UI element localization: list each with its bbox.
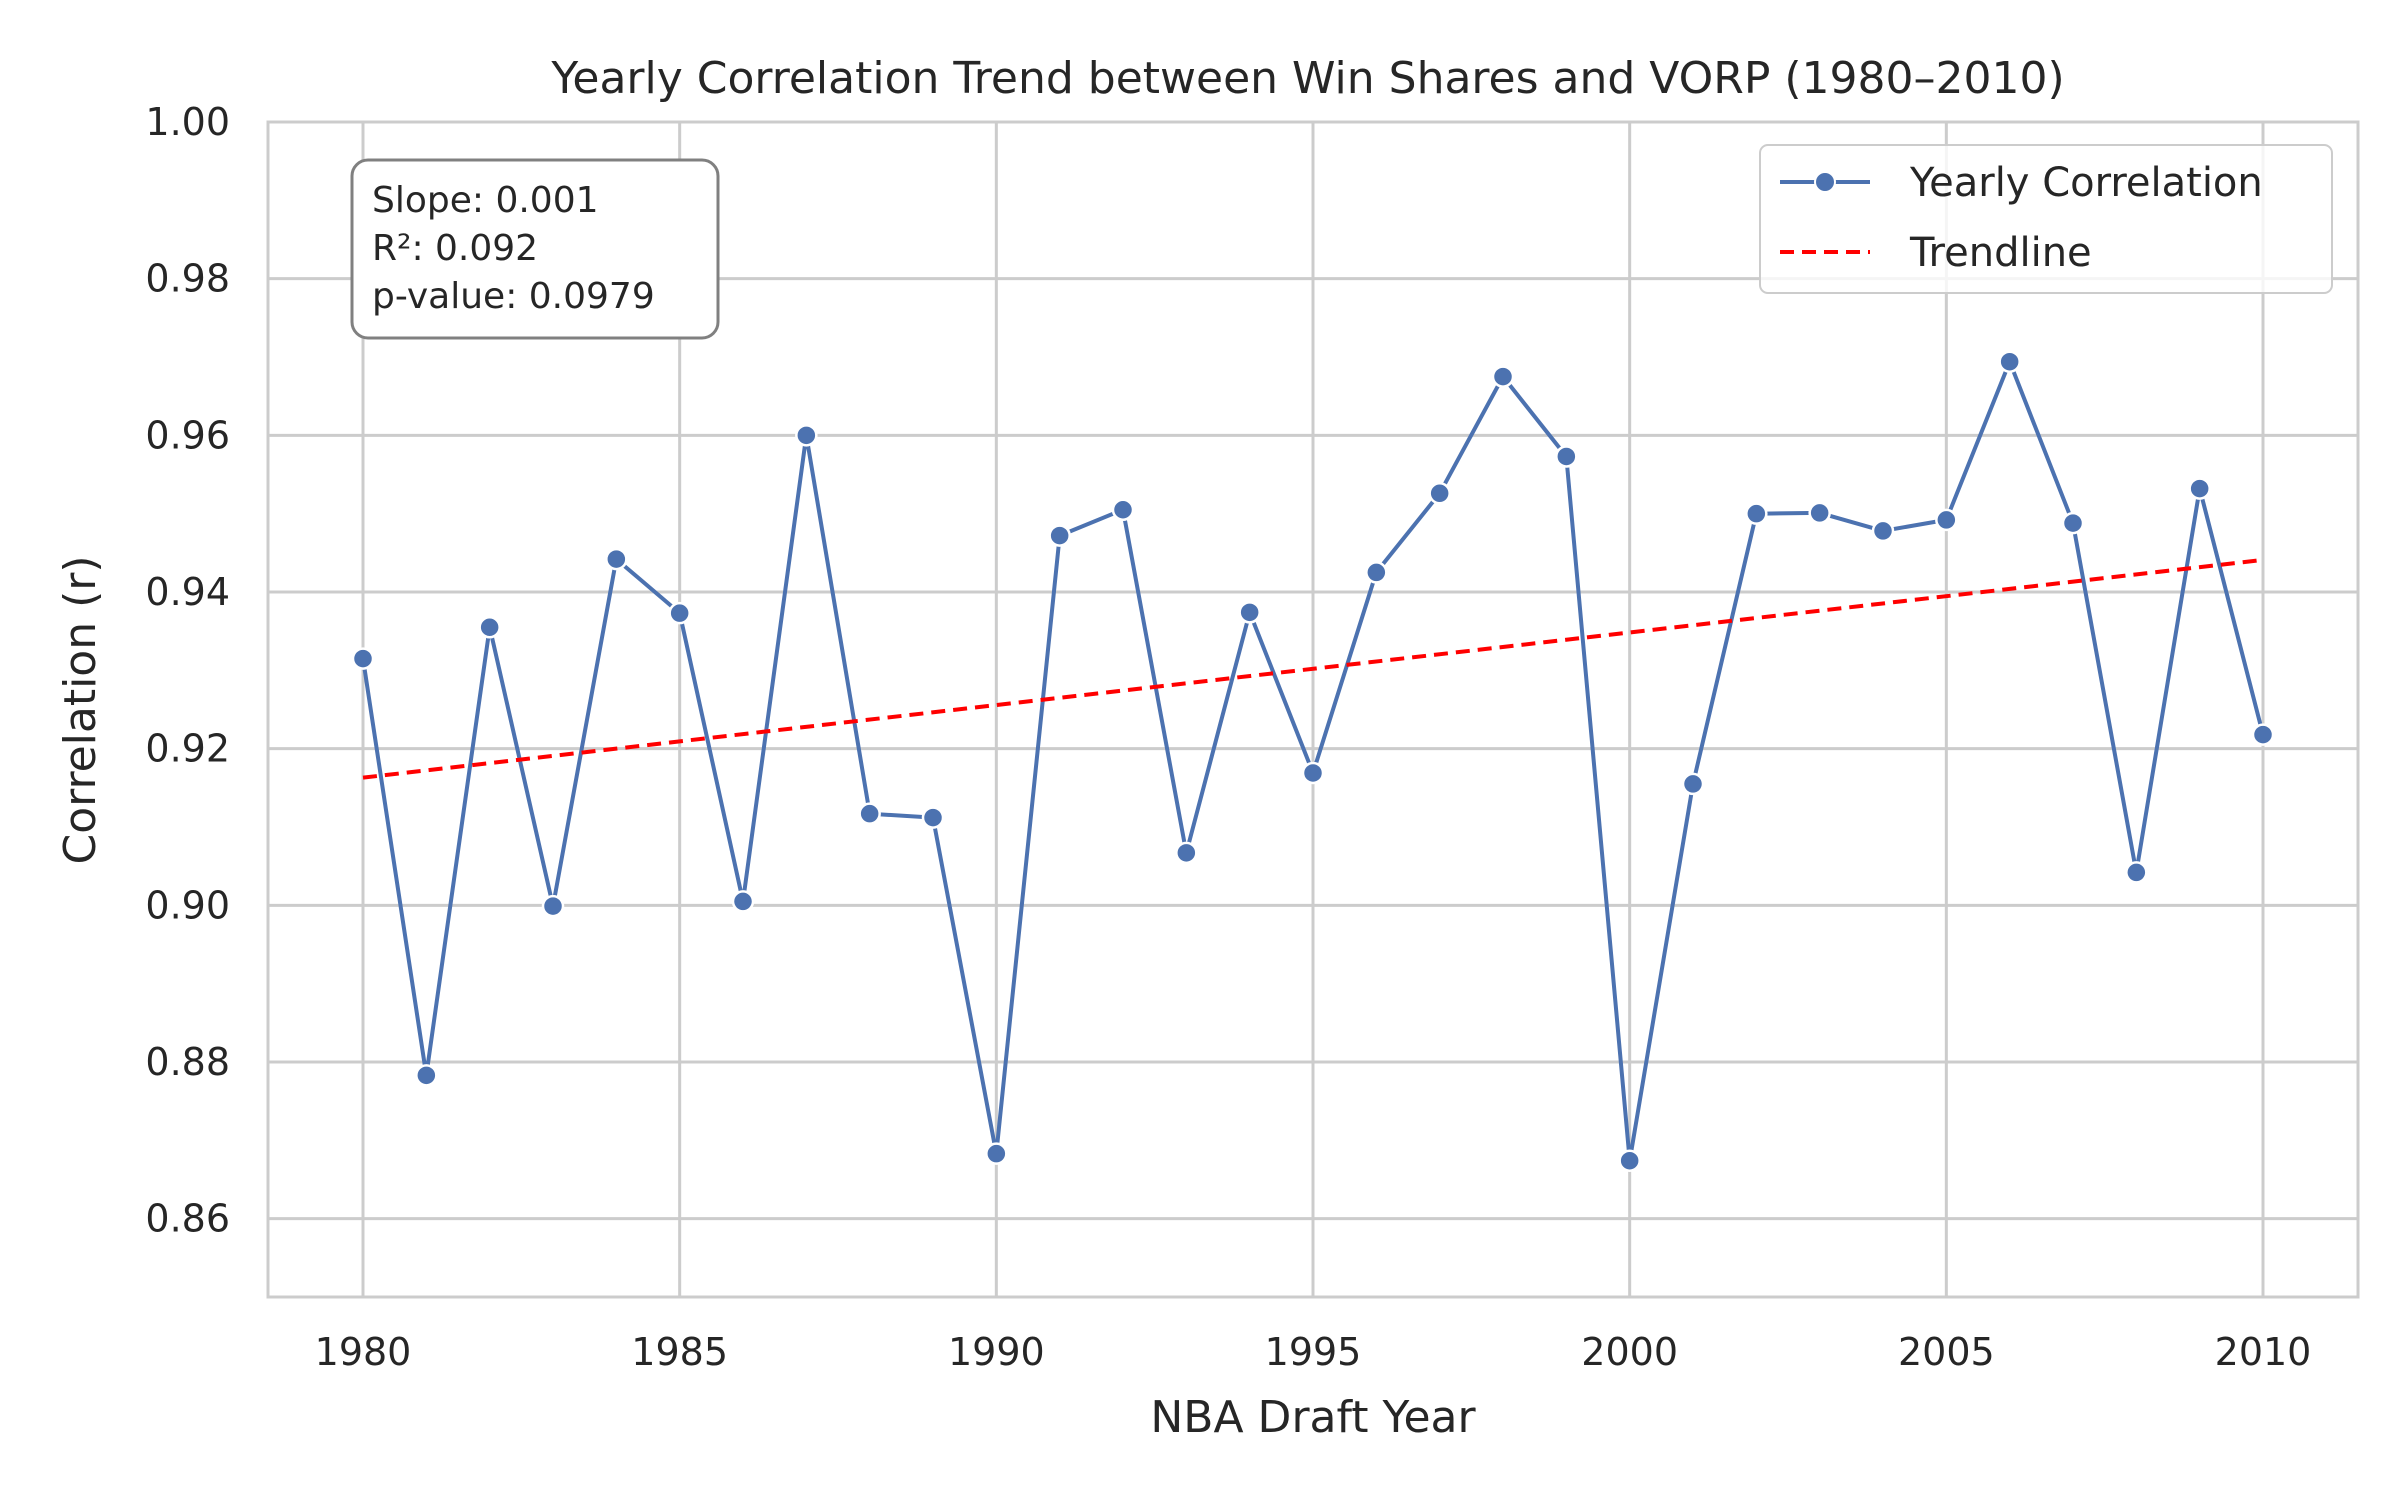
data-point bbox=[921, 806, 945, 829]
legend: Yearly Correlation Trendline bbox=[1759, 144, 2333, 294]
data-point bbox=[1998, 350, 2021, 373]
y-tick-label: 0.92 bbox=[145, 727, 230, 771]
data-point bbox=[2188, 477, 2211, 500]
data-point bbox=[668, 601, 691, 625]
data-point bbox=[1301, 761, 1325, 785]
plot-frame bbox=[266, 120, 2360, 1299]
x-tick-label: 2005 bbox=[1898, 1330, 1995, 1374]
data-point bbox=[1175, 841, 1198, 865]
data-point bbox=[1491, 365, 1515, 388]
y-tick-label: 0.94 bbox=[145, 570, 230, 614]
x-axis-ticks: 1980 1985 1990 1995 2000 2005 2010 bbox=[315, 1330, 2312, 1374]
data-point bbox=[2125, 861, 2148, 884]
data-point bbox=[2251, 723, 2275, 746]
data-point bbox=[1238, 601, 1261, 624]
data-point bbox=[478, 616, 501, 639]
data-point bbox=[1555, 445, 1578, 468]
data-point bbox=[351, 647, 375, 670]
x-tick-label: 2010 bbox=[2215, 1330, 2312, 1374]
data-point bbox=[415, 1064, 438, 1087]
data-point bbox=[1808, 501, 1831, 525]
data-point bbox=[1618, 1149, 1641, 1172]
legend-frame bbox=[1759, 144, 2333, 294]
y-tick-label: 0.90 bbox=[145, 883, 230, 927]
y-tick-label: 0.88 bbox=[145, 1040, 230, 1084]
data-point bbox=[1871, 519, 1895, 543]
data-point bbox=[795, 424, 818, 447]
x-tick-label: 2000 bbox=[1581, 1330, 1678, 1374]
y-axis-label: Correlation (r) bbox=[55, 555, 106, 864]
data-point bbox=[1681, 772, 1705, 796]
data-point bbox=[731, 890, 755, 913]
data-point bbox=[1745, 502, 1768, 525]
y-tick-label: 0.98 bbox=[145, 257, 230, 301]
x-tick-label: 1985 bbox=[631, 1330, 728, 1374]
series-layer bbox=[351, 350, 2275, 1172]
legend-marker-correlation bbox=[1814, 171, 1836, 193]
chart-title: Yearly Correlation Trend between Win Sha… bbox=[550, 53, 2064, 104]
data-point bbox=[1048, 524, 1071, 547]
x-tick-label: 1995 bbox=[1265, 1330, 1362, 1374]
data-point bbox=[2061, 511, 2085, 535]
data-point bbox=[858, 802, 881, 825]
data-point bbox=[541, 894, 565, 918]
y-tick-label: 1.00 bbox=[145, 100, 230, 144]
series-line-trendline bbox=[362, 557, 2264, 780]
stats-slope: Slope: 0.001 bbox=[372, 180, 599, 221]
data-point bbox=[605, 547, 628, 571]
stats-box-frame bbox=[350, 158, 720, 340]
grid-lines bbox=[268, 120, 2358, 1297]
data-point bbox=[1111, 498, 1135, 521]
y-tick-label: 0.96 bbox=[145, 413, 230, 457]
data-point bbox=[985, 1142, 1008, 1165]
data-point bbox=[1428, 482, 1451, 505]
y-tick-label: 0.86 bbox=[145, 1197, 230, 1241]
y-axis-ticks: 0.86 0.88 0.90 0.92 0.94 0.96 0.98 1.00 bbox=[145, 100, 230, 1241]
data-point bbox=[1935, 508, 1958, 532]
x-tick-label: 1990 bbox=[948, 1330, 1045, 1374]
data-point bbox=[1365, 561, 1388, 584]
legend-label-correlation: Yearly Correlation bbox=[1909, 160, 2263, 206]
x-tick-label: 1980 bbox=[315, 1330, 412, 1374]
stats-r-squared: R²: 0.092 bbox=[372, 228, 538, 269]
legend-label-trendline: Trendline bbox=[1909, 230, 2092, 276]
stats-annotation-box: Slope: 0.001 R²: 0.092 p-value: 0.0979 bbox=[350, 158, 720, 340]
stats-p-value: p-value: 0.0979 bbox=[372, 276, 655, 317]
x-axis-label: NBA Draft Year bbox=[1150, 1392, 1476, 1443]
